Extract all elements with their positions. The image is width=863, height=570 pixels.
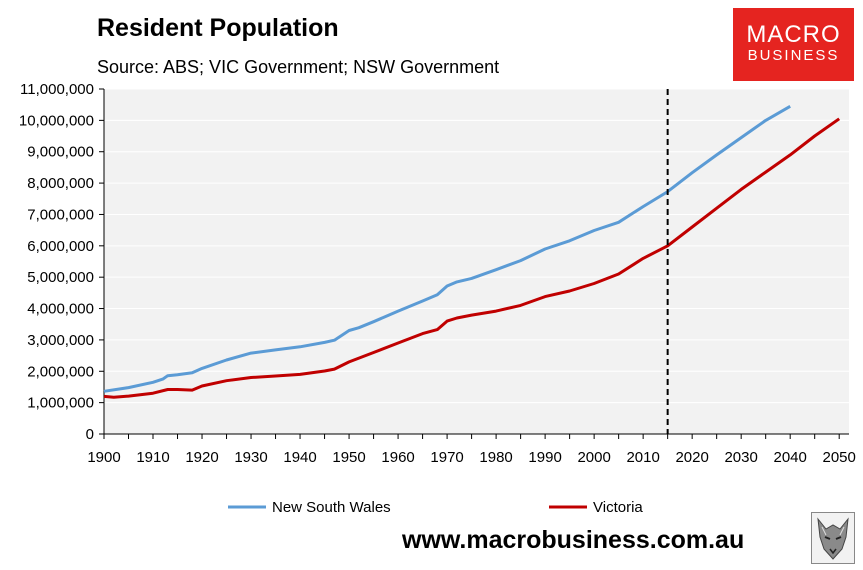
x-tick-label: 1910 xyxy=(136,449,169,466)
gridlines xyxy=(104,88,849,404)
x-tick-label: 1920 xyxy=(185,449,218,466)
y-tick-label: 6,000,000 xyxy=(27,238,94,255)
y-tick-label: 3,000,000 xyxy=(27,332,94,349)
y-tick-label: 4,000,000 xyxy=(27,301,94,318)
y-tick-label: 7,000,000 xyxy=(27,206,94,223)
y-tick-label: 9,000,000 xyxy=(27,144,94,161)
series-line-victoria xyxy=(103,117,841,399)
x-tick-label: 2000 xyxy=(577,449,610,466)
y-tick-label: 1,000,000 xyxy=(27,395,94,412)
y-tick-label: 8,000,000 xyxy=(27,175,94,192)
x-tick-label: 1940 xyxy=(283,449,316,466)
x-tick-label: 2050 xyxy=(823,449,856,466)
x-tick-label: 1960 xyxy=(381,449,414,466)
y-tick-label: 11,000,000 xyxy=(20,81,94,98)
x-tick-label: 1900 xyxy=(87,449,120,466)
series-lines xyxy=(103,104,841,399)
x-tick-label: 1970 xyxy=(430,449,463,466)
y-axis-ticks: 0 1,000,000 2,000,000 3,000,000 4,000,000 5,0… xyxy=(19,81,104,443)
x-tick-label: 1950 xyxy=(332,449,365,466)
legend: New South Wales Victoria xyxy=(228,499,643,516)
series-line-new-south-wales xyxy=(103,104,791,393)
y-tick-label: 5,000,000 xyxy=(27,269,94,286)
legend-label: Victoria xyxy=(593,499,643,516)
x-tick-label: 1980 xyxy=(479,449,512,466)
macro-business-logo: MACRO BUSINESS xyxy=(733,8,854,81)
x-axis-ticks: 1900 1910 1920 1930 1940 1950 1960 1970 1980 1990… xyxy=(87,434,856,466)
chart-subtitle: Source: ABS; VIC Government; NSW Governm… xyxy=(97,57,500,77)
x-tick-label: 2010 xyxy=(626,449,659,466)
logo-line-2: BUSINESS xyxy=(747,47,840,64)
logo-line-1: MACRO xyxy=(746,21,841,48)
chart-title: Resident Population xyxy=(97,14,339,42)
x-tick-label: 2030 xyxy=(724,449,757,466)
wolf-icon xyxy=(811,512,855,564)
x-tick-label: 2020 xyxy=(675,449,708,466)
x-tick-label: 1930 xyxy=(234,449,267,466)
y-tick-label: 2,000,000 xyxy=(27,363,94,380)
x-tick-label: 2040 xyxy=(773,449,806,466)
x-tick-label: 1990 xyxy=(528,449,561,466)
y-tick-label: 10,000,000 xyxy=(19,112,94,129)
axes xyxy=(103,89,849,435)
footer-url: www.macrobusiness.com.au xyxy=(402,526,745,554)
plot-area xyxy=(104,89,849,434)
legend-label: New South Wales xyxy=(272,499,391,516)
y-tick-label: 0 xyxy=(86,426,94,443)
